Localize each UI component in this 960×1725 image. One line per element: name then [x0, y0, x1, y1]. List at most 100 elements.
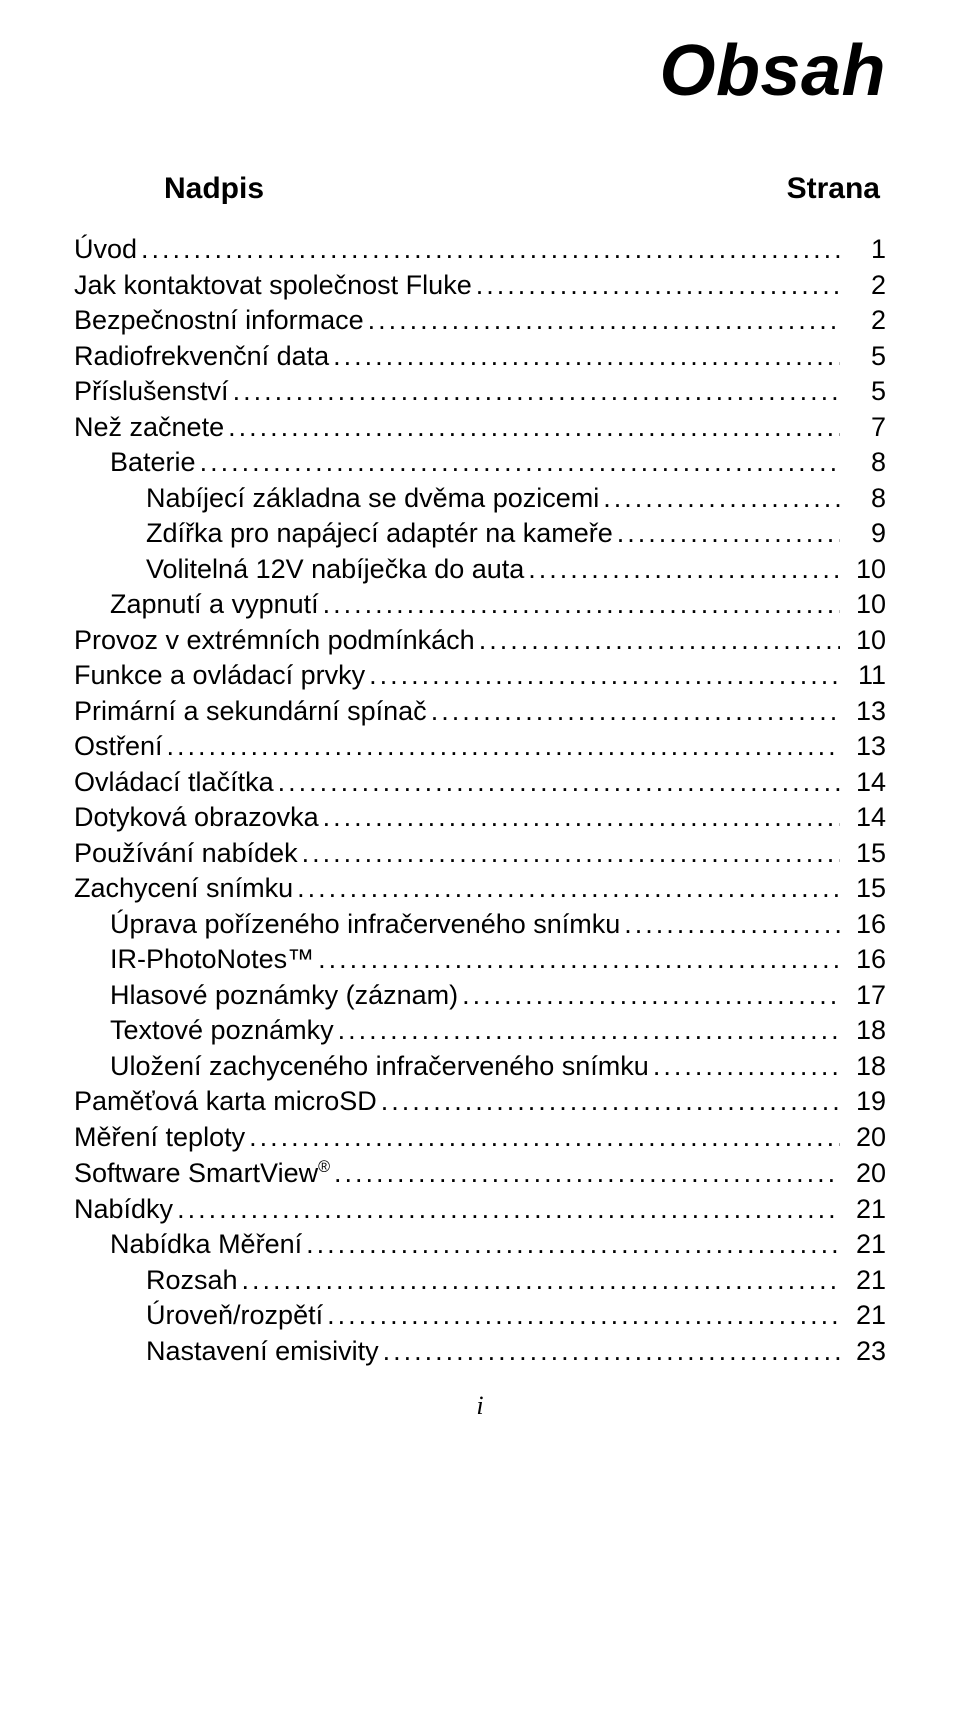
toc-entry-label: Rozsah	[146, 1267, 238, 1294]
toc-leader-dots	[599, 485, 840, 512]
toc-row: Nabídky21	[74, 1196, 886, 1223]
document-title: Obsah	[74, 30, 886, 112]
toc-entry-page: 8	[840, 449, 886, 476]
toc-entry-page: 17	[840, 982, 886, 1009]
toc-leader-dots	[137, 236, 840, 263]
toc-entry-label: IR-PhotoNotes™	[110, 946, 314, 973]
toc-entry-label: Textové poznámky	[110, 1017, 334, 1044]
toc-entry-label: Uložení zachyceného infračerveného snímk…	[110, 1053, 649, 1080]
toc-leader-dots	[229, 378, 840, 405]
toc-row: Než začnete 7	[74, 414, 886, 441]
toc-entry-page: 20	[840, 1124, 886, 1151]
toc-header-left: Nadpis	[164, 172, 264, 206]
toc-row: Rozsah21	[74, 1267, 886, 1294]
toc-header-right: Strana	[787, 172, 880, 206]
toc-leader-dots	[329, 343, 840, 370]
toc-row: Provoz v extrémních podmínkách 10	[74, 627, 886, 654]
toc-row: Software SmartView® 20	[74, 1159, 886, 1187]
toc-leader-dots	[298, 840, 840, 867]
toc-row: Volitelná 12V nabíječka do auta10	[74, 556, 886, 583]
toc-leader-dots	[620, 911, 840, 938]
toc-entry-page: 8	[840, 485, 886, 512]
toc-entry-page: 14	[840, 804, 886, 831]
toc-entry-page: 5	[840, 343, 886, 370]
toc-entry-page: 13	[840, 733, 886, 760]
toc-entry-label: Příslušenství	[74, 378, 229, 405]
toc-row: Měření teploty20	[74, 1124, 886, 1151]
toc-row: Příslušenství 5	[74, 378, 886, 405]
toc-entry-page: 11	[840, 662, 886, 689]
toc-entry-label: Provoz v extrémních podmínkách	[74, 627, 475, 654]
toc-leader-dots	[524, 556, 840, 583]
toc-row: Ostření13	[74, 733, 886, 760]
toc-entry-label: Zapnutí a vypnutí	[110, 591, 319, 618]
toc-row: Jak kontaktovat společnost Fluke2	[74, 272, 886, 299]
toc-row: Zdířka pro napájecí adaptér na kameře9	[74, 520, 886, 547]
toc-leader-dots	[379, 1338, 840, 1365]
toc-row: Úroveň/rozpětí 21	[74, 1302, 886, 1329]
toc-entry-page: 15	[840, 875, 886, 902]
toc-entry-label: Hlasové poznámky (záznam)	[110, 982, 458, 1009]
toc-entry-page: 19	[840, 1088, 886, 1115]
toc-row: Paměťová karta microSD 19	[74, 1088, 886, 1115]
toc-list: Úvod1 Jak kontaktovat společnost Fluke2 Be…	[74, 236, 886, 1365]
toc-row: Nabídka Měření21	[74, 1231, 886, 1258]
toc-entry-label: Nastavení emisivity	[146, 1338, 379, 1365]
toc-entry-page: 15	[840, 840, 886, 867]
toc-entry-page: 21	[840, 1196, 886, 1223]
toc-entry-page: 13	[840, 698, 886, 725]
toc-leader-dots	[427, 698, 840, 725]
page-number-footer: i	[74, 1391, 886, 1421]
toc-entry-label: Úroveň/rozpětí	[146, 1302, 323, 1329]
toc-leader-dots	[319, 804, 840, 831]
toc-leader-dots	[245, 1124, 840, 1151]
toc-entry-page: 5	[840, 378, 886, 405]
toc-entry-page: 2	[840, 272, 886, 299]
toc-leader-dots	[649, 1053, 840, 1080]
toc-leader-dots	[173, 1196, 840, 1223]
toc-leader-dots	[613, 520, 840, 547]
toc-row: Uložení zachyceného infračerveného snímk…	[74, 1053, 886, 1080]
toc-row: Zachycení snímku 15	[74, 875, 886, 902]
toc-entry-page: 21	[840, 1302, 886, 1329]
toc-entry-label: Používání nabídek	[74, 840, 298, 867]
toc-entry-label: Zachycení snímku	[74, 875, 293, 902]
toc-entry-page: 20	[840, 1160, 886, 1187]
toc-row: Primární a sekundární spínač 13	[74, 698, 886, 725]
toc-leader-dots	[224, 414, 840, 441]
toc-leader-dots	[163, 733, 840, 760]
toc-leader-dots	[377, 1088, 840, 1115]
toc-entry-page: 2	[840, 307, 886, 334]
toc-leader-dots	[475, 627, 840, 654]
toc-row: Zapnutí a vypnutí10	[74, 591, 886, 618]
toc-entry-label: Funkce a ovládací prvky	[74, 662, 365, 689]
toc-row: Funkce a ovládací prvky 11	[74, 662, 886, 689]
toc-entry-label: Úprava pořízeného infračerveného snímku	[110, 911, 620, 938]
toc-entry-page: 10	[840, 627, 886, 654]
toc-row: Úprava pořízeného infračerveného snímku 1…	[74, 911, 886, 938]
toc-entry-label: Úvod	[74, 236, 137, 263]
toc-header-row: Nadpis Strana	[74, 172, 886, 206]
toc-leader-dots	[334, 1017, 840, 1044]
toc-row: Úvod1	[74, 236, 886, 263]
toc-entry-page: 16	[840, 911, 886, 938]
toc-row: Baterie8	[74, 449, 886, 476]
toc-entry-label: Primární a sekundární spínač	[74, 698, 427, 725]
toc-entry-label: Software SmartView®	[74, 1159, 330, 1187]
page-container: Obsah Nadpis Strana Úvod1 Jak kontaktovat…	[0, 0, 960, 1461]
toc-row: Radiofrekvenční data 5	[74, 343, 886, 370]
toc-entry-label: Paměťová karta microSD	[74, 1088, 377, 1115]
toc-entry-page: 16	[840, 946, 886, 973]
toc-entry-label: Radiofrekvenční data	[74, 343, 329, 370]
toc-entry-label: Zdířka pro napájecí adaptér na kameře	[146, 520, 613, 547]
toc-row: Nastavení emisivity23	[74, 1338, 886, 1365]
toc-entry-label: Než začnete	[74, 414, 224, 441]
toc-entry-page: 18	[840, 1017, 886, 1044]
toc-leader-dots	[472, 272, 840, 299]
toc-entry-label: Bezpečnostní informace	[74, 307, 364, 334]
toc-entry-page: 18	[840, 1053, 886, 1080]
toc-entry-label: Nabídka Měření	[110, 1231, 302, 1258]
toc-leader-dots	[196, 449, 840, 476]
toc-entry-page: 7	[840, 414, 886, 441]
toc-entry-label: Volitelná 12V nabíječka do auta	[146, 556, 524, 583]
